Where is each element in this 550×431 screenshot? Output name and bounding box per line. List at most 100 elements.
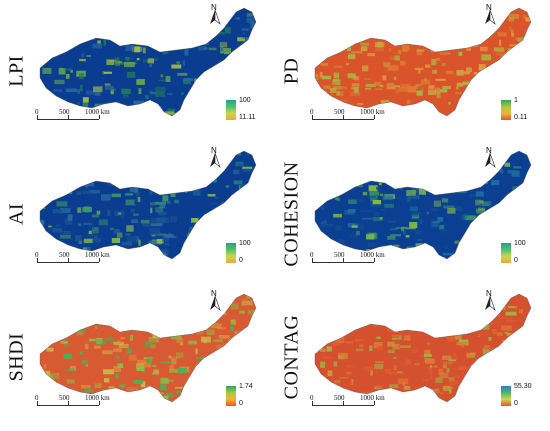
raster-cell [400,60,406,66]
raster-cell [55,160,64,164]
raster-cell [210,67,222,72]
raster-cell [182,78,193,81]
raster-cell [518,234,526,239]
raster-cell [507,170,517,174]
raster-cell [42,99,45,101]
raster-cell [458,174,466,177]
raster-cell [379,84,384,88]
raster-cell [145,244,150,249]
raster-cell [418,171,425,173]
scale-label-1000: 1000 km [85,251,110,259]
legend-cohesion: 100 0 [501,240,543,267]
raster-cell [465,177,476,182]
scale-label-0: 0 [35,108,39,116]
raster-cell [386,87,396,90]
raster-cell [254,54,256,57]
raster-cell [191,15,196,21]
raster-cell [449,387,452,394]
raster-cell [448,377,455,382]
raster-cell [376,25,385,32]
raster-cell [47,244,52,247]
raster-cell [519,213,523,216]
scale-label-500: 500 [334,251,345,259]
raster-cell [81,318,92,322]
raster-cell [411,214,420,219]
raster-cell [149,186,155,193]
raster-cell [356,223,365,231]
raster-cell [404,335,411,341]
raster-cell [385,303,393,307]
raster-cell [467,41,471,46]
raster-cell [448,166,452,173]
legend-max: 55.30 [514,383,532,390]
legend-max: 100 [514,240,526,247]
raster-cell [436,57,441,62]
raster-cell [222,68,225,74]
raster-cell [156,108,161,112]
raster-cell [395,89,400,94]
raster-cell [359,320,369,323]
scale-bar: 0 500 1000 km [310,108,392,124]
scale-label-0: 0 [35,394,39,402]
raster-cell [447,207,456,214]
raster-cell [242,352,252,358]
raster-cell [242,232,248,235]
raster-cell [515,37,519,41]
raster-cell [158,211,167,216]
raster-cell [63,230,71,235]
raster-cell [435,12,444,17]
raster-cell [446,165,456,170]
raster-cell [96,210,101,215]
raster-cell [52,383,58,388]
scale-label-1000: 1000 km [360,394,385,402]
map-panel-shdi: SHDI N 0 500 1000 km 1.74 0 [0,286,275,429]
raster-cell [67,214,73,221]
raster-cell [351,225,358,228]
raster-cell [384,310,391,313]
raster-cell [395,227,405,229]
raster-cell [52,227,63,233]
raster-cell [508,375,518,378]
raster-cell [367,242,376,248]
raster-cell [152,154,157,156]
raster-cell [210,202,218,205]
raster-cell [506,319,517,323]
raster-cell [425,64,431,68]
raster-cell [116,340,121,342]
raster-cell [434,365,438,368]
raster-cell [504,162,511,167]
map-region-fill [315,151,531,259]
map-panel-ai: AI N 0 500 1000 km 100 0 [0,143,275,286]
raster-cell [179,342,184,346]
legend-max: 1.74 [239,383,253,390]
raster-cell [116,258,125,259]
raster-cell [398,378,409,385]
raster-cell [482,348,490,355]
raster-cell [360,42,370,46]
raster-cell [397,15,402,18]
raster-cell [146,403,148,408]
raster-cell [231,224,240,229]
raster-cell [334,197,340,200]
raster-cell [232,337,236,341]
raster-cell [435,87,441,93]
raster-cell [436,401,444,402]
raster-cell [389,384,399,388]
raster-cell [155,397,165,402]
raster-cell [82,97,89,103]
raster-cell [488,201,492,207]
raster-cell [155,207,164,213]
raster-cell [425,13,434,16]
raster-cell [377,301,384,305]
raster-cell [411,211,419,217]
raster-cell [174,23,185,27]
raster-cell [200,28,203,34]
raster-cell [413,400,422,402]
raster-cell [374,42,385,47]
raster-cell [459,71,470,75]
raster-cell [137,321,142,325]
raster-cell [380,209,386,211]
raster-cell [428,366,431,370]
raster-cell [532,315,539,318]
raster-cell [241,300,253,306]
